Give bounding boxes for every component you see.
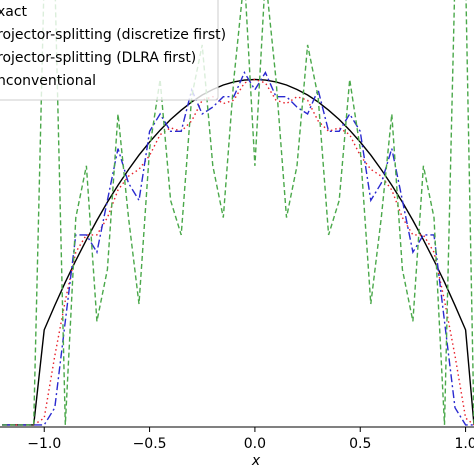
x-tick-label: −0.5 [133, 436, 167, 452]
legend-label: nconventional [0, 73, 96, 89]
x-tick-label: 1.0 [454, 436, 474, 452]
legend: xact rojector-splitting (discretize first… [0, 0, 226, 101]
legend-label: xact [0, 4, 28, 20]
x-tick-label: −1.0 [27, 436, 61, 452]
x-tick-label: 0.5 [349, 436, 371, 452]
series-line [2, 78, 474, 426]
x-axis-label: x [251, 453, 261, 469]
series-line [2, 0, 474, 426]
legend-frame [0, 0, 219, 101]
plot-area [2, 0, 474, 426]
legend-label: rojector-splitting (DLRA first) [0, 50, 196, 66]
series-line [2, 70, 474, 426]
x-tick-label: 0.0 [244, 436, 266, 452]
series-line [2, 78, 474, 426]
legend-label: rojector-splitting (discretize first) [0, 27, 226, 43]
